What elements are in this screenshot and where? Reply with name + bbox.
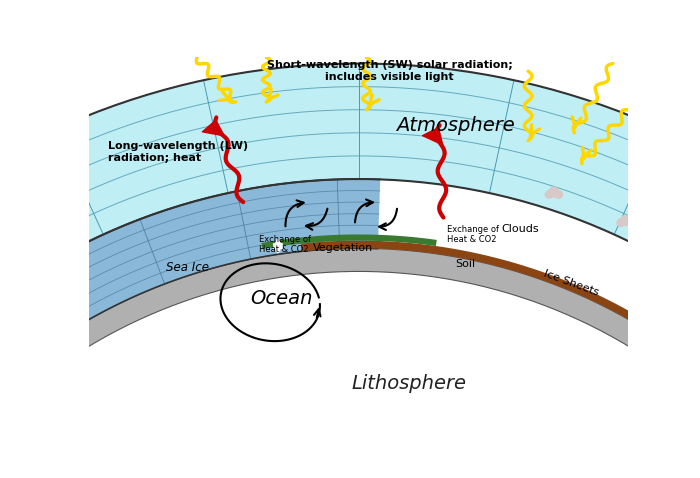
Polygon shape (301, 240, 700, 466)
Circle shape (57, 229, 68, 240)
Circle shape (621, 218, 626, 225)
Polygon shape (0, 64, 700, 424)
Circle shape (61, 233, 68, 239)
Circle shape (0, 273, 2, 280)
Circle shape (545, 191, 552, 198)
FancyArrowPatch shape (202, 120, 224, 136)
Circle shape (0, 273, 6, 282)
Text: Long-wavelength (LW)
radiation; heat: Long-wavelength (LW) radiation; heat (108, 141, 248, 163)
Text: Short-wavelength (SW) solar radiation;
includes visible light: Short-wavelength (SW) solar radiation; i… (267, 60, 512, 82)
Polygon shape (648, 324, 700, 466)
Text: Sea Ice: Sea Ice (166, 261, 209, 274)
Circle shape (549, 187, 559, 197)
Text: Atmosphere: Atmosphere (395, 116, 514, 135)
Circle shape (555, 191, 563, 198)
Text: Exchange of
Heat & CO2: Exchange of Heat & CO2 (258, 235, 311, 254)
Circle shape (624, 218, 631, 225)
Text: Vegetation: Vegetation (313, 243, 374, 253)
Text: Ocean: Ocean (251, 289, 313, 308)
Polygon shape (0, 249, 700, 478)
Circle shape (52, 233, 61, 242)
Text: Soil: Soil (455, 259, 475, 269)
Circle shape (617, 219, 624, 227)
Circle shape (64, 233, 72, 242)
Text: Ice Sheets: Ice Sheets (542, 268, 600, 298)
Polygon shape (261, 235, 437, 249)
Circle shape (549, 190, 555, 196)
Circle shape (0, 270, 2, 281)
Circle shape (552, 190, 559, 196)
Text: Exchange of
Heat & CO2: Exchange of Heat & CO2 (447, 225, 499, 244)
Circle shape (621, 216, 631, 225)
FancyArrowPatch shape (423, 128, 442, 145)
Text: Clouds: Clouds (501, 224, 539, 234)
Polygon shape (0, 179, 380, 466)
Circle shape (626, 219, 634, 227)
Polygon shape (0, 233, 379, 466)
Text: Lithosphere: Lithosphere (351, 374, 466, 392)
Circle shape (57, 233, 64, 239)
